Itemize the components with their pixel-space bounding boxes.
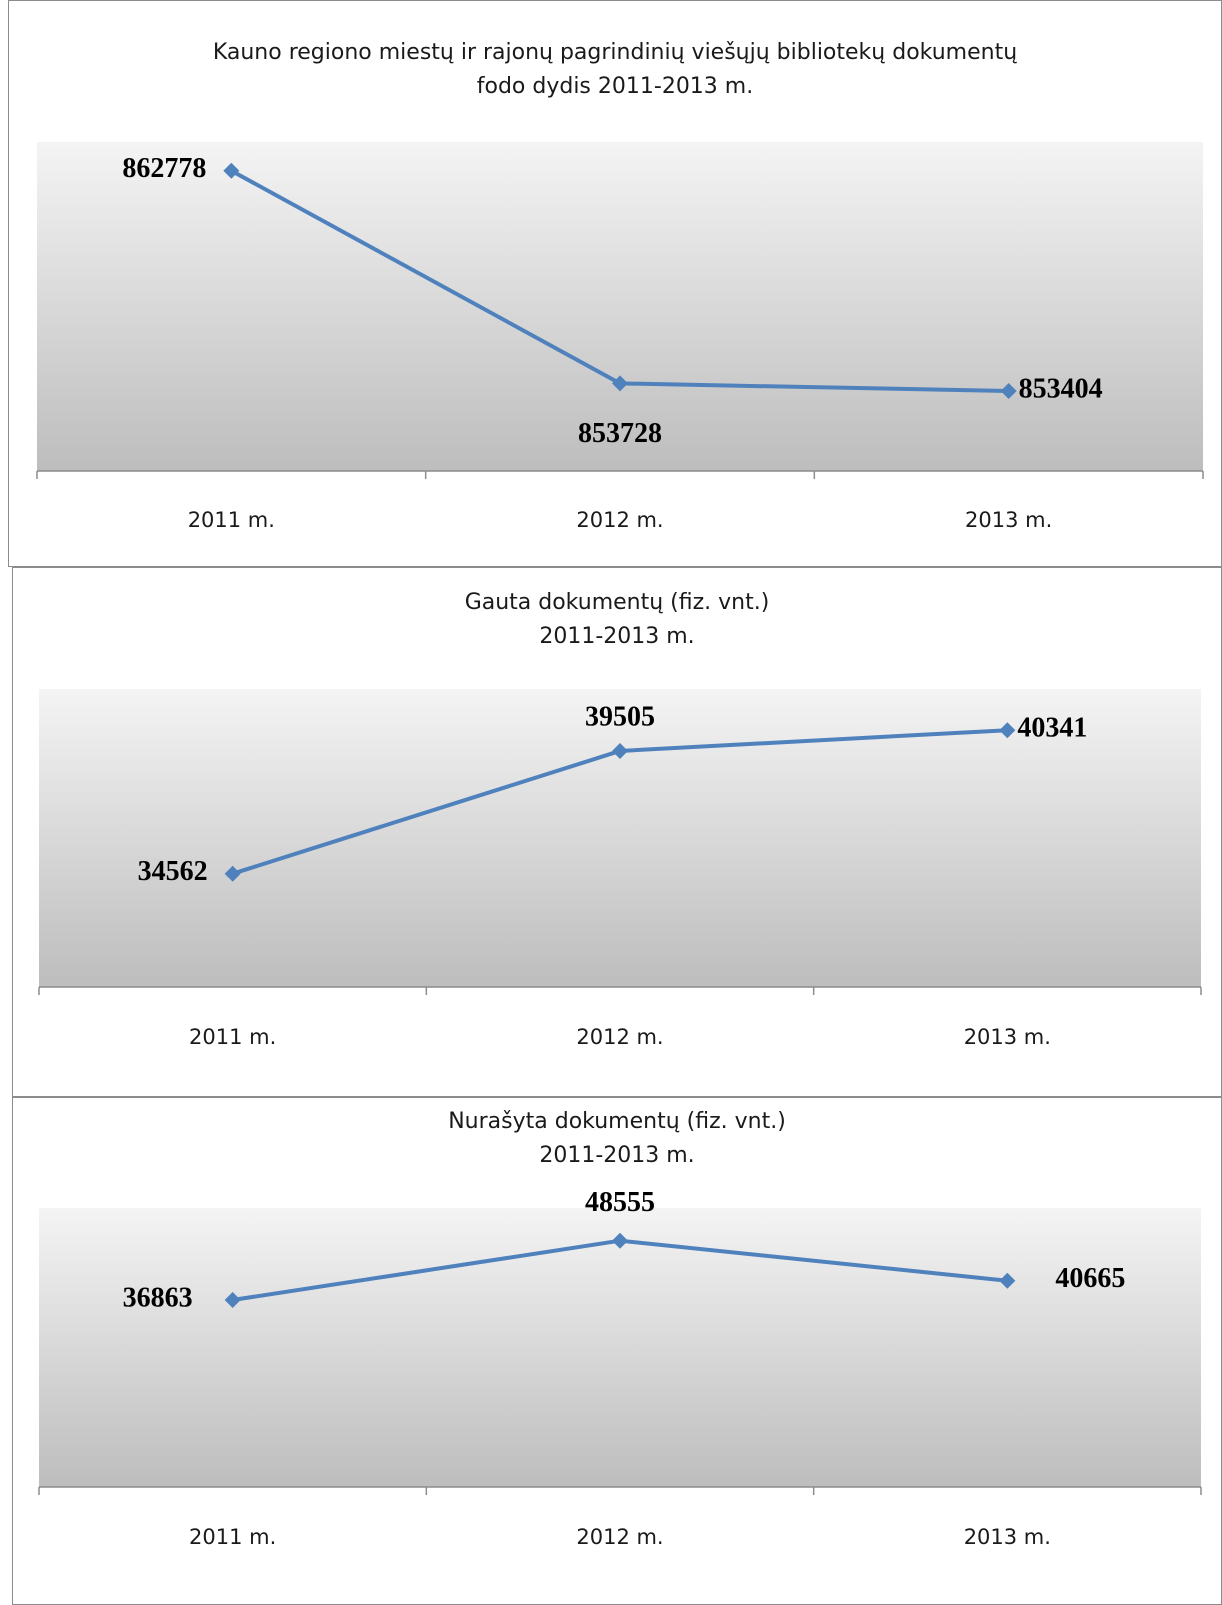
line-chart-svg: 862778 853728 853404 2011 m. 2012 m. 2013 m. [36, 142, 1204, 532]
data-point-marker [999, 1272, 1016, 1289]
x-tick-label: 2012 m. [576, 508, 663, 532]
chart-panel-received: Gauta dokumentų (fiz. vnt.) 2011-2013 m.… [12, 567, 1222, 1097]
data-label: 36863 [123, 1282, 193, 1313]
line-chart-svg: 36863 48555 40665 2011 m. 2012 m. 2013 m. [38, 1187, 1202, 1549]
chart-title-line-1: Nurašyta dokumentų (fiz. vnt.) [448, 1109, 786, 1134]
x-tick-label: 2013 m. [965, 508, 1052, 532]
chart-title-line-2: fodo dydis 2011-2013 m. [476, 74, 754, 99]
data-point-marker [612, 1232, 628, 1249]
data-label: 48555 [585, 1187, 655, 1218]
chart-title: Nurašyta dokumentų (fiz. vnt.) 2011-2013… [13, 1105, 1221, 1173]
data-point-marker [223, 162, 240, 179]
chart-panel-fund-size: Kauno regiono miestų ir rajonų pagrindin… [8, 0, 1222, 567]
x-tick-label: 2012 m. [576, 1025, 663, 1049]
data-label: 34562 [138, 856, 208, 887]
x-tick-label: 2013 m. [964, 1525, 1051, 1549]
chart-title-line-2: 2011-2013 m. [539, 624, 695, 649]
data-point-marker [612, 742, 628, 759]
x-tick-label: 2011 m. [189, 1025, 276, 1049]
plot-area [39, 689, 1201, 987]
data-point-marker [224, 865, 241, 882]
data-label: 40665 [1055, 1263, 1125, 1294]
chart-title: Gauta dokumentų (fiz. vnt.) 2011-2013 m. [13, 586, 1221, 654]
chart-title-line-2: 2011-2013 m. [539, 1143, 695, 1168]
chart-title: Kauno regiono miestų ir rajonų pagrindin… [9, 36, 1221, 104]
data-label: 853728 [578, 418, 662, 449]
x-tick-label: 2012 m. [576, 1525, 663, 1549]
data-label: 40341 [1017, 713, 1087, 744]
data-point-marker [612, 375, 628, 392]
data-point-marker [224, 1292, 241, 1309]
chart-title-line-1: Kauno regiono miestų ir rajonų pagrindin… [212, 40, 1018, 65]
data-label: 39505 [585, 701, 655, 732]
data-point-marker [999, 722, 1016, 739]
line-chart-svg: 34562 39505 40341 2011 m. 2012 m. 2013 m. [38, 689, 1202, 1049]
data-label: 862778 [122, 153, 206, 184]
plot-area [39, 1208, 1201, 1487]
x-tick-label: 2013 m. [964, 1025, 1051, 1049]
plot-area [37, 142, 1203, 471]
chart-title-line-1: Gauta dokumentų (fiz. vnt.) [464, 590, 770, 615]
data-point-marker [1000, 383, 1017, 400]
data-label: 853404 [1019, 373, 1103, 404]
x-tick-label: 2011 m. [188, 508, 275, 532]
chart-panel-written-off: Nurašyta dokumentų (fiz. vnt.) 2011-2013… [12, 1097, 1222, 1605]
x-tick-label: 2011 m. [189, 1525, 276, 1549]
